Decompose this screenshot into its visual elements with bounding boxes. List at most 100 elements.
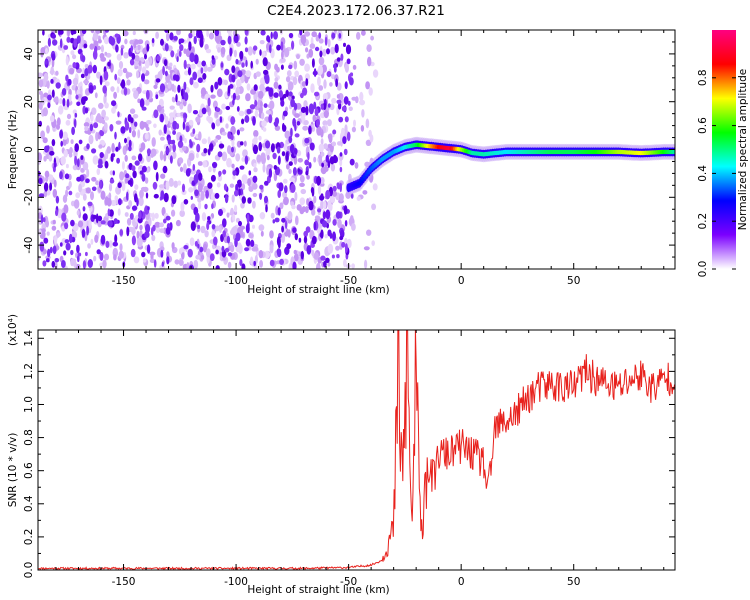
noise-cell [145, 126, 150, 132]
noise-cell [216, 182, 221, 188]
noise-cell [311, 249, 315, 257]
noise-cell [269, 44, 272, 54]
noise-cell [136, 70, 139, 79]
noise-cell [217, 151, 223, 158]
noise-cell [253, 246, 259, 252]
noise-cell [169, 112, 175, 118]
noise-cell [126, 226, 130, 237]
noise-cell [366, 44, 372, 52]
snr-line [38, 330, 675, 570]
noise-cell [118, 198, 122, 206]
noise-cell [256, 154, 262, 163]
noise-cell [193, 54, 199, 65]
noise-cell [301, 112, 307, 117]
noise-cell [351, 96, 357, 101]
noise-cell [356, 31, 361, 40]
noise-cell [125, 143, 129, 151]
noise-cell [183, 199, 189, 205]
noise-cell [106, 197, 112, 207]
noise-cell [253, 130, 259, 138]
noise-cell [258, 250, 264, 259]
noise-cell [107, 61, 111, 67]
noise-cell [312, 70, 318, 76]
noise-cell [284, 130, 291, 139]
noise-cell [259, 40, 265, 45]
noise-cell [292, 76, 298, 86]
noise-cell [205, 190, 210, 199]
noise-cell [371, 203, 377, 211]
noise-cell [79, 85, 83, 95]
noise-cell [113, 254, 117, 261]
noise-cell [350, 193, 354, 199]
noise-cell [146, 148, 151, 155]
noise-cell [205, 48, 212, 54]
noise-cell [303, 235, 308, 244]
noise-cell [290, 183, 296, 193]
noise-cell [114, 33, 120, 38]
noise-cell [195, 212, 200, 223]
noise-cell [206, 221, 210, 231]
noise-cell [222, 230, 226, 238]
y-tick-label: 20 [23, 95, 35, 108]
noise-cell [150, 148, 157, 157]
noise-cell [299, 58, 305, 66]
noise-cell [252, 200, 256, 209]
noise-cell [138, 196, 144, 207]
noise-cell [326, 71, 332, 78]
noise-cell [237, 70, 243, 78]
noise-cell [187, 67, 192, 76]
noise-cell [139, 147, 144, 153]
noise-cell [356, 196, 361, 201]
noise-cell [160, 136, 165, 141]
noise-cell [313, 195, 317, 204]
noise-cell [166, 31, 170, 42]
noise-cell [231, 74, 236, 83]
noise-cell [195, 152, 199, 159]
noise-cell [146, 43, 150, 52]
noise-cell [141, 251, 146, 258]
noise-cell [339, 152, 343, 157]
noise-cell [123, 87, 128, 96]
noise-cell [337, 102, 342, 110]
noise-cell [259, 100, 263, 108]
noise-cell [369, 134, 374, 143]
noise-cell [332, 190, 337, 197]
noise-cell [343, 148, 348, 156]
x-axis-label: Height of straight line (km) [247, 584, 389, 596]
noise-cell [215, 107, 221, 113]
noise-cell [78, 139, 83, 145]
noise-cell [297, 168, 301, 173]
noise-cell [82, 96, 88, 102]
noise-cell [164, 88, 168, 94]
noise-cell [120, 126, 126, 134]
noise-cell [70, 219, 75, 227]
noise-cell [253, 45, 258, 51]
noise-cell [227, 85, 231, 94]
noise-cell [308, 125, 312, 135]
noise-cell [44, 170, 50, 178]
noise-cell [38, 79, 44, 88]
noise-cell [219, 116, 223, 123]
noise-cell [329, 82, 333, 87]
noise-cell [176, 30, 181, 36]
noise-cell [134, 39, 140, 45]
noise-cell [222, 218, 227, 228]
noise-cell [111, 142, 115, 153]
noise-cell [218, 172, 221, 177]
noise-cell [70, 30, 75, 36]
noise-cell [146, 244, 151, 254]
noise-cell [183, 245, 189, 250]
noise-cell [175, 94, 178, 103]
noise-cell [38, 229, 42, 236]
noise-cell [227, 35, 232, 45]
noise-cell [86, 168, 90, 178]
noise-cell [236, 129, 240, 136]
noise-cell [281, 50, 284, 60]
noise-cell [313, 221, 317, 231]
noise-cell [336, 254, 340, 259]
noise-cell [148, 216, 152, 227]
colorbar-tick-label: 0.6 [697, 117, 709, 134]
noise-cell [325, 257, 330, 263]
noise-cell [134, 184, 139, 190]
noise-cell [81, 55, 86, 63]
